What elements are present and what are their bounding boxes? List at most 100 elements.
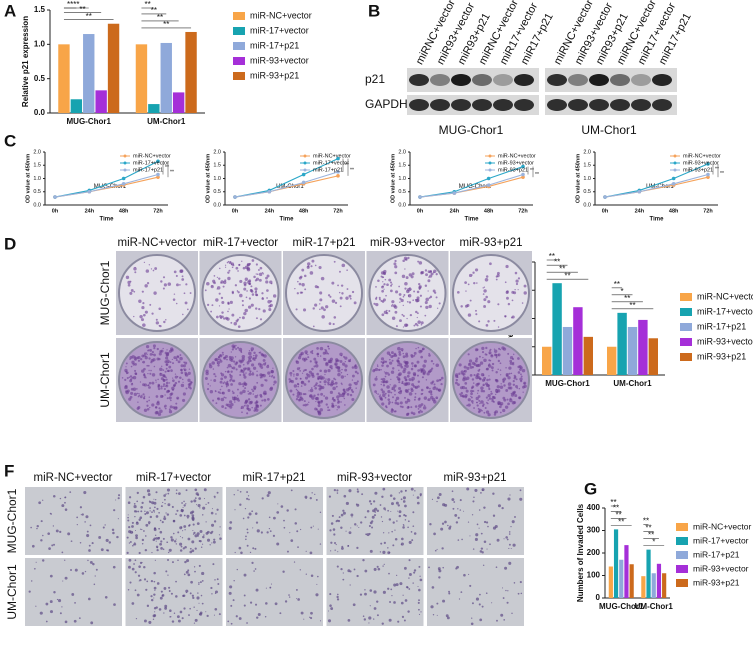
colony [145, 311, 148, 314]
panel-label: A [4, 1, 16, 20]
colony [268, 308, 271, 311]
cell [67, 532, 70, 535]
colony [190, 381, 193, 384]
cell [495, 525, 498, 528]
cell [87, 531, 89, 533]
colony [421, 393, 423, 395]
colony [488, 364, 490, 366]
legend-label: miR-93+vector [683, 160, 719, 166]
colony [252, 259, 255, 262]
colony [132, 355, 135, 358]
cell [197, 494, 199, 496]
cell [311, 574, 313, 576]
cell [348, 545, 349, 546]
panel-label: C [4, 131, 16, 150]
cell [345, 531, 346, 532]
colony [481, 347, 484, 350]
colony [482, 357, 483, 358]
colony [496, 357, 497, 358]
colony [337, 284, 339, 286]
bar [630, 564, 634, 598]
well [203, 255, 279, 331]
cell [139, 552, 141, 554]
colony [248, 357, 249, 358]
cell [356, 504, 357, 505]
cell [483, 565, 484, 566]
cell [399, 510, 402, 513]
cell [182, 617, 184, 619]
cell [138, 565, 141, 568]
colony [232, 292, 234, 294]
column-label: miR-NC+vector [34, 472, 113, 484]
cell [300, 569, 301, 570]
cell [198, 497, 201, 500]
colony [404, 365, 406, 367]
colony [428, 370, 430, 372]
cell [452, 490, 454, 492]
colony [299, 398, 301, 400]
cell [234, 494, 235, 495]
data-point [233, 195, 237, 199]
colony [328, 294, 330, 296]
cell [510, 526, 511, 527]
colony [134, 372, 137, 375]
cell [273, 535, 275, 537]
colony [475, 357, 478, 360]
cell [219, 526, 220, 527]
colony [219, 359, 221, 361]
colony [508, 382, 512, 386]
cell [35, 606, 36, 607]
colony [213, 379, 216, 382]
cell [276, 511, 279, 514]
colony [505, 367, 507, 369]
colony [314, 304, 317, 307]
cell [377, 566, 379, 568]
colony [403, 305, 404, 306]
colony [170, 369, 173, 372]
bar [649, 338, 658, 375]
cell [353, 603, 356, 606]
colony [179, 377, 182, 380]
colony [323, 358, 324, 359]
colony [318, 266, 321, 269]
legend-label: miR-17+p21 [693, 549, 740, 559]
colony [522, 302, 524, 304]
colony [311, 387, 313, 389]
colony [143, 355, 145, 357]
colony [255, 279, 257, 281]
colony [407, 375, 410, 378]
colony [249, 370, 251, 372]
colony [486, 368, 489, 371]
colony [319, 388, 322, 391]
cell [231, 623, 233, 625]
legend-label: miR-93+p21 [498, 167, 528, 173]
colony [325, 378, 326, 379]
colony [418, 381, 420, 383]
colony [301, 385, 303, 387]
cell [356, 575, 358, 577]
cell [148, 621, 151, 624]
legend-label: miR-93+p21 [250, 70, 299, 80]
colony [319, 369, 322, 372]
colony [428, 398, 431, 401]
cell [156, 549, 158, 551]
cell [339, 516, 341, 518]
colony [317, 353, 320, 356]
colony [140, 381, 141, 382]
colony [321, 315, 324, 318]
colony [215, 375, 217, 377]
cell [460, 499, 462, 501]
colony [390, 281, 392, 283]
cell [332, 515, 334, 517]
colony [131, 388, 134, 391]
cell [414, 490, 415, 491]
cell [140, 510, 142, 512]
colony [343, 389, 346, 392]
colony [416, 299, 419, 302]
cell [432, 586, 435, 589]
cell [365, 533, 367, 535]
cell [368, 622, 369, 623]
colony [293, 375, 294, 376]
cell [472, 602, 474, 604]
colony [401, 406, 403, 408]
